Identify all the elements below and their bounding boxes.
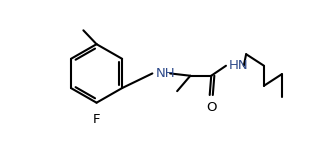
Text: HN: HN [228,59,248,72]
Text: NH: NH [156,67,175,80]
Text: F: F [93,114,100,126]
Text: O: O [206,101,216,114]
